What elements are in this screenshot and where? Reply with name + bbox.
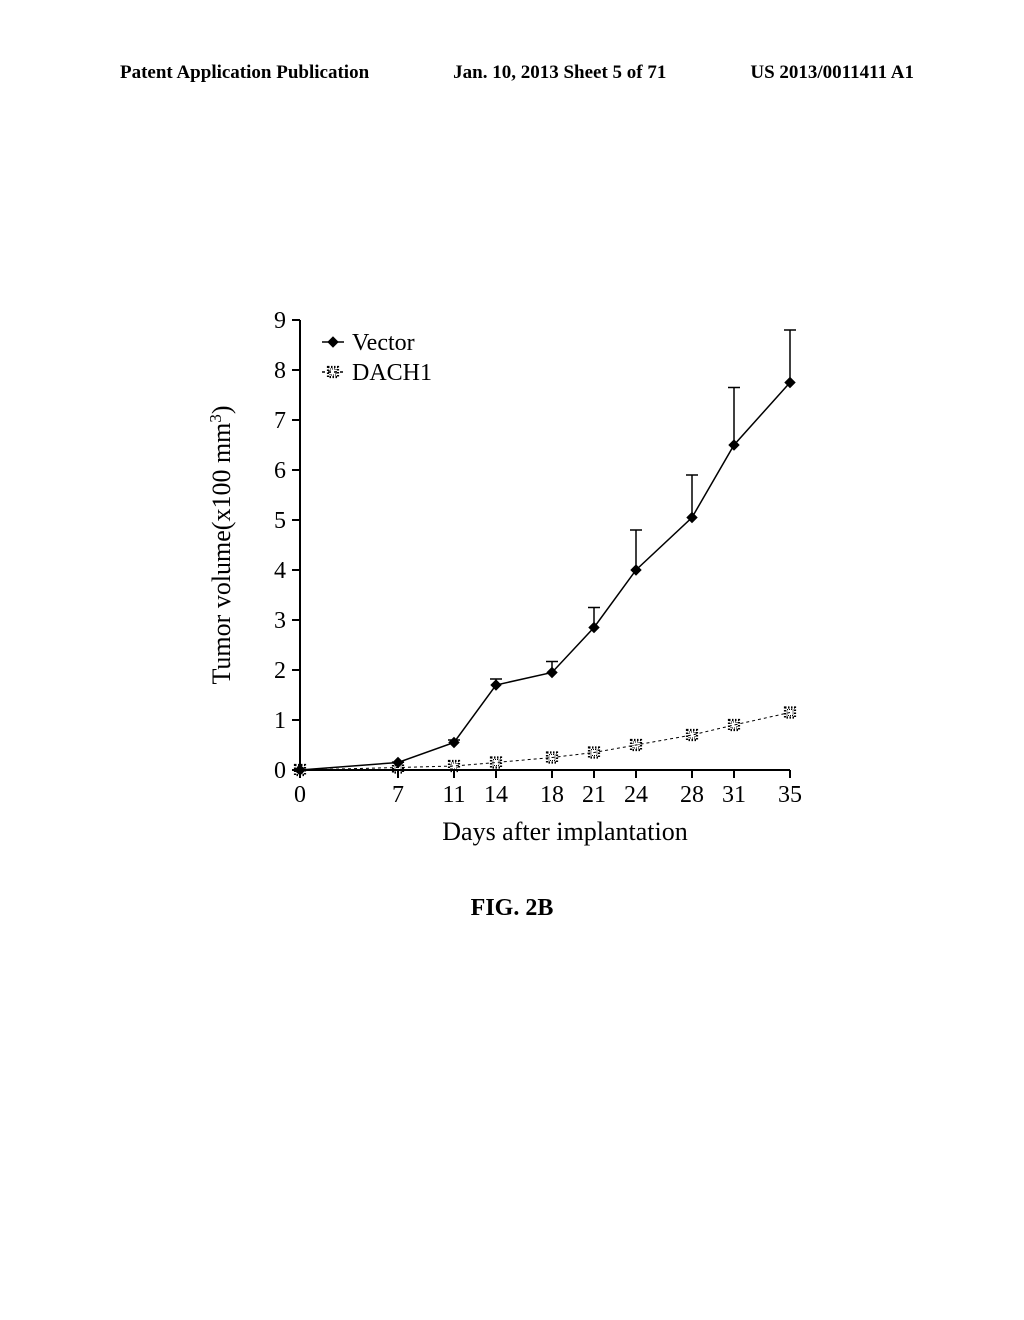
svg-text:18: 18 [540, 782, 564, 808]
header-center: Jan. 10, 2013 Sheet 5 of 71 [453, 62, 666, 84]
svg-text:14: 14 [484, 782, 508, 808]
svg-text:7: 7 [274, 408, 286, 434]
figure-caption-text: FIG. 2B [471, 895, 554, 921]
svg-text:Tumor volume(x100 mm3): Tumor volume(x100 mm3) [206, 405, 237, 684]
header-left: Patent Application Publication [120, 62, 369, 84]
svg-text:0: 0 [274, 758, 286, 784]
svg-text:1: 1 [274, 708, 286, 734]
svg-text:0: 0 [294, 782, 306, 808]
svg-text:2: 2 [274, 658, 286, 684]
svg-text:11: 11 [442, 782, 465, 808]
svg-text:24: 24 [624, 782, 648, 808]
svg-text:4: 4 [274, 558, 286, 584]
svg-text:DACH1: DACH1 [352, 360, 432, 386]
svg-text:5: 5 [274, 508, 286, 534]
svg-text:28: 28 [680, 782, 704, 808]
header-right: US 2013/0011411 A1 [750, 62, 914, 84]
svg-text:35: 35 [778, 782, 802, 808]
svg-text:8: 8 [274, 358, 286, 384]
svg-text:3: 3 [274, 608, 286, 634]
page-header: Patent Application Publication Jan. 10, … [0, 62, 1024, 84]
svg-text:31: 31 [722, 782, 746, 808]
svg-text:9: 9 [274, 308, 286, 334]
svg-text:Days after implantation: Days after implantation [442, 817, 687, 846]
svg-text:Vector: Vector [352, 330, 415, 356]
svg-text:7: 7 [392, 782, 404, 808]
svg-text:21: 21 [582, 782, 606, 808]
figure-caption: FIG. 2B [0, 895, 1024, 922]
tumor-volume-chart: 0 1 2 3 4 5 6 7 8 9 0 7 11 14 18 21 24 28 31 35 Tumor volume… [180, 300, 820, 860]
svg-text:6: 6 [274, 458, 286, 484]
